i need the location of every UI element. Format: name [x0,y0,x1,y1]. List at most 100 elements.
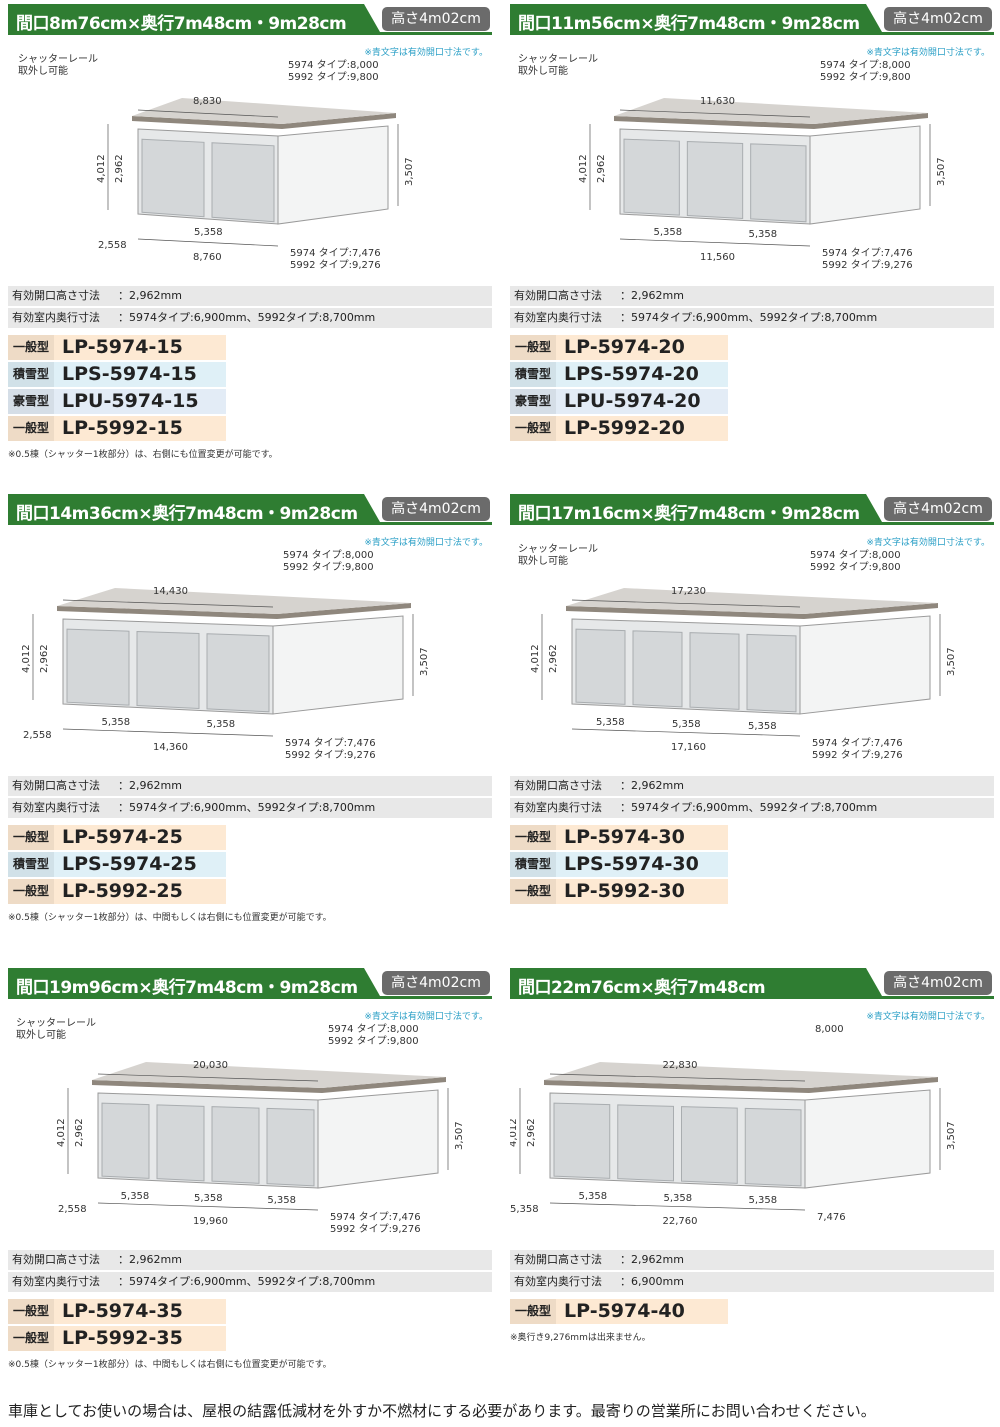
shutter [211,1106,260,1184]
height-total: 4,012 [21,644,32,673]
panel-title: 間口14m36cm×奥行7m48cm・9m28cm [16,504,358,524]
model-type: 豪雪型 [510,389,556,414]
model-code: LP-5974-30 [564,826,685,848]
panel-title: 間口22m76cm×奥行7m48cm [518,978,766,998]
height-badge: 高さ4m02cm [884,497,992,521]
model-row: 一般型 LP-5992-15 [8,416,226,441]
width-top: 17,230 [671,586,706,597]
shutter [141,138,205,218]
model-row: 一般型 LP-5992-35 [8,1326,226,1351]
product-panel: 間口14m36cm×奥行7m48cm・9m28cm 高さ4m02cm ※青文字は有効… [8,494,492,954]
height-total: 4,012 [96,154,107,183]
shutter [689,632,740,710]
roof-top [544,1062,938,1088]
width-top: 14,430 [153,586,188,597]
opening-width: 5,358 [194,227,223,238]
header-green [8,4,492,35]
depth-bottom: 5992 タイプ:9,276 [290,259,381,271]
opening-width: 5,358 [194,1193,223,1204]
model-code: LP-5992-20 [564,417,685,439]
opening-height: 2,962 [526,1118,537,1147]
dim-line [571,728,801,737]
model-row: 一般型 LP-5974-40 [510,1299,728,1324]
roof [614,113,928,129]
rail-note: シャッターレール [18,53,98,65]
model-row: 積雪型 LPS-5974-20 [510,362,728,387]
side-height: 3,507 [419,647,430,676]
depth-top: 5974 タイプ:8,000 [288,59,379,71]
header-bar [510,494,994,525]
footnote: ※0.5棟（シャッター1枚部分）は、右側にも位置変更が可能です。 [8,450,278,460]
model-code: LP-5974-40 [564,1300,685,1322]
shutter [623,138,680,216]
depth-top: 5992 タイプ:9,800 [283,561,374,573]
model-row: 一般型 LP-5974-20 [510,335,728,360]
spec-label: 有効開口高さ寸法 [514,289,602,302]
model-type: 一般型 [8,1326,54,1351]
depth-bottom: 7,476 [817,1212,846,1223]
opening-height: 2,962 [74,1118,85,1147]
panel-title: 間口11m56cm×奥行7m48cm・9m28cm [518,14,860,34]
depth-top: 5992 タイプ:9,800 [820,71,911,83]
depth-top: 5974 タイプ:8,000 [283,549,374,561]
shutter [681,1106,738,1184]
product-panel: 間口19m96cm×奥行7m48cm・9m28cm 高さ4m02cm ※青文字は有効… [8,968,492,1427]
dim-line [97,1202,319,1211]
header-bar [510,968,994,999]
side-height: 3,507 [946,1121,957,1150]
model-row: 一般型 LP-5992-30 [510,879,728,904]
height-total: 4,012 [578,154,589,183]
dim-line [571,599,801,608]
model-type: 一般型 [510,335,556,360]
model-row: 一般型 LP-5974-15 [8,335,226,360]
spec-value: ：2,962mm [620,1253,684,1266]
spec-label: 有効室内奥行寸法 [12,801,100,814]
side-face [799,615,931,715]
opening-width: 5,358 [749,229,778,240]
opening-width: 5,358 [748,721,777,732]
depth-top: 5974 タイプ:8,000 [328,1023,419,1035]
rail-note: 取外し可能 [518,64,568,77]
opening-width: 5,358 [121,1191,150,1202]
blue-note: ※青文字は有効開口寸法です。 [364,1012,488,1022]
spec-label: 有効開口高さ寸法 [514,1253,602,1266]
opening-width: 5,358 [207,719,236,730]
depth-bottom: 5974 タイプ:7,476 [812,737,903,749]
dim-line [137,238,279,247]
rail-note: 取外し可能 [18,64,68,77]
model-row: 積雪型 LPS-5974-30 [510,852,728,877]
height-badge: 高さ4m02cm [382,497,490,521]
opening-height: 2,962 [548,644,559,673]
shutter [156,1104,205,1182]
shutter [750,143,807,223]
spec-row: 有効室内奥行寸法 ：5974タイプ:6,900mm、5992タイプ:8,700mm [8,308,492,328]
model-row: 一般型 LP-5992-25 [8,879,226,904]
width-top: 11,630 [700,96,735,107]
side-offset: 2,558 [58,1204,87,1215]
product-panel: 間口11m56cm×奥行7m48cm・9m28cm 高さ4m02cm ※青文字は有効… [510,4,994,464]
shutter [575,628,626,705]
model-type: 一般型 [510,879,556,904]
model-row: 一般型 LP-5974-25 [8,825,226,850]
shutter [266,1107,315,1187]
blue-note: ※青文字は有効開口寸法です。 [866,1012,990,1022]
depth-bottom: 5974 タイプ:7,476 [290,247,381,259]
opening-height: 2,962 [114,154,125,183]
spec-label: 有効室内奥行寸法 [12,311,100,324]
footer-note: 車庫としてお使いの場合は、屋根の結露低減材を外すか不燃材にする必要があります。最… [8,1402,876,1420]
model-row: 積雪型 LPS-5974-15 [8,362,226,387]
spec-value: ：6,900mm [620,1275,684,1288]
front-face [571,618,801,715]
model-code: LPU-5974-20 [564,390,701,412]
side-height: 3,507 [454,1121,465,1150]
width-top: 22,830 [663,1060,698,1071]
side-offset: 2,558 [98,240,127,251]
model-type: 積雪型 [510,852,556,877]
model-type: 積雪型 [8,852,54,877]
opening-width: 5,358 [102,717,131,728]
opening-width: 5,358 [579,1191,608,1202]
dim-line [137,109,279,118]
roof [92,1077,446,1093]
model-code: LP-5974-20 [564,336,685,358]
